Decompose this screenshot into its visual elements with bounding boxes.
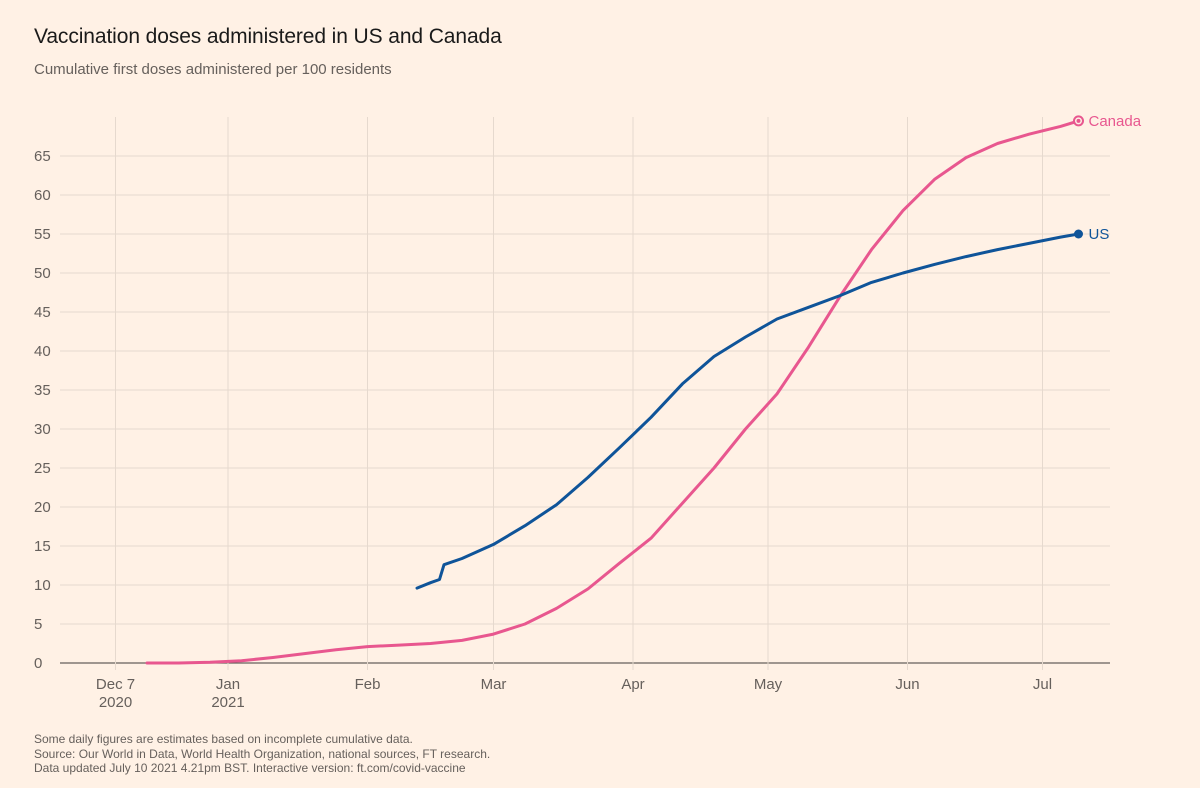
- chart-subtitle: Cumulative first doses administered per …: [34, 61, 392, 78]
- x-tick-label: Jul: [1033, 676, 1052, 693]
- y-tick-label: 20: [34, 499, 51, 516]
- x-tick-label: Jan: [216, 676, 240, 693]
- y-tick-label: 25: [34, 460, 51, 477]
- x-tick-label: Jun: [895, 676, 919, 693]
- y-tick-label: 35: [34, 382, 51, 399]
- y-tick-label: 45: [34, 304, 51, 321]
- footnotes: Some daily figures are estimates based o…: [34, 732, 490, 776]
- gridlines: [60, 117, 1110, 670]
- canada-series-label: Canada: [1089, 113, 1142, 130]
- canada-end-marker-dot: [1076, 118, 1081, 123]
- series-lines: [145, 115, 1084, 665]
- us-series-line: [415, 232, 1080, 590]
- us-end-marker: [1074, 229, 1083, 239]
- x-tick-label: Mar: [481, 676, 507, 693]
- footnote-source: Source: Our World in Data, World Health …: [34, 746, 491, 761]
- x-tick-label: Apr: [621, 676, 644, 693]
- footnote-updated: Data updated July 10 2021 4.21pm BST. In…: [34, 761, 466, 775]
- y-tick-label: 0: [34, 655, 42, 672]
- x-tick-label: May: [754, 676, 783, 693]
- x-tick-sublabel: 2021: [211, 694, 244, 711]
- footnote-note: Some daily figures are estimates based o…: [34, 732, 413, 746]
- x-tick-label: Dec 7: [96, 676, 135, 693]
- x-tick-sublabel: 2020: [99, 694, 132, 711]
- y-tick-label: 65: [34, 148, 51, 165]
- y-tick-label: 55: [34, 226, 51, 243]
- series-labels: Canada US: [1089, 113, 1142, 243]
- y-tick-label: 15: [34, 538, 51, 555]
- x-tick-label: Feb: [355, 676, 381, 693]
- y-tick-label: 10: [34, 577, 51, 594]
- y-tick-label: 5: [34, 616, 42, 633]
- y-tick-label: 60: [34, 187, 51, 204]
- chart-title: Vaccination doses administered in US and…: [34, 25, 502, 48]
- canada-series-line: [145, 119, 1080, 665]
- y-tick-label: 50: [34, 265, 51, 282]
- y-tick-label: 40: [34, 343, 51, 360]
- us-series-label: US: [1089, 226, 1110, 243]
- y-tick-label: 30: [34, 421, 51, 438]
